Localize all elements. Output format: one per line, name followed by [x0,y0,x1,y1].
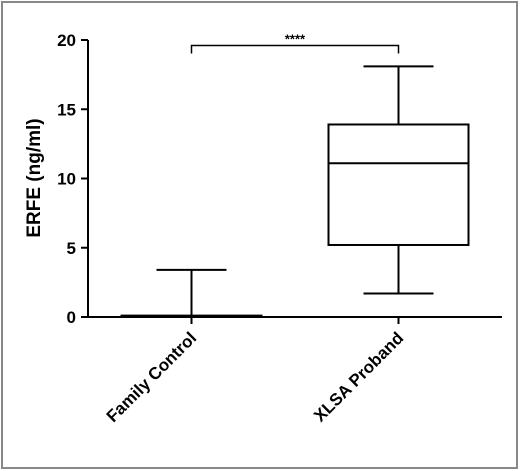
y-tick-label: 20 [57,31,76,50]
significance-label: **** [285,32,306,47]
y-tick-label: 10 [57,170,76,189]
y-tick-label: 5 [67,239,76,258]
y-tick-label: 0 [67,308,76,327]
y-tick-label: 15 [57,100,76,119]
y-axis-label: ERFE (ng/ml) [24,118,45,237]
significance-bracket [190,44,400,54]
box [327,123,470,246]
